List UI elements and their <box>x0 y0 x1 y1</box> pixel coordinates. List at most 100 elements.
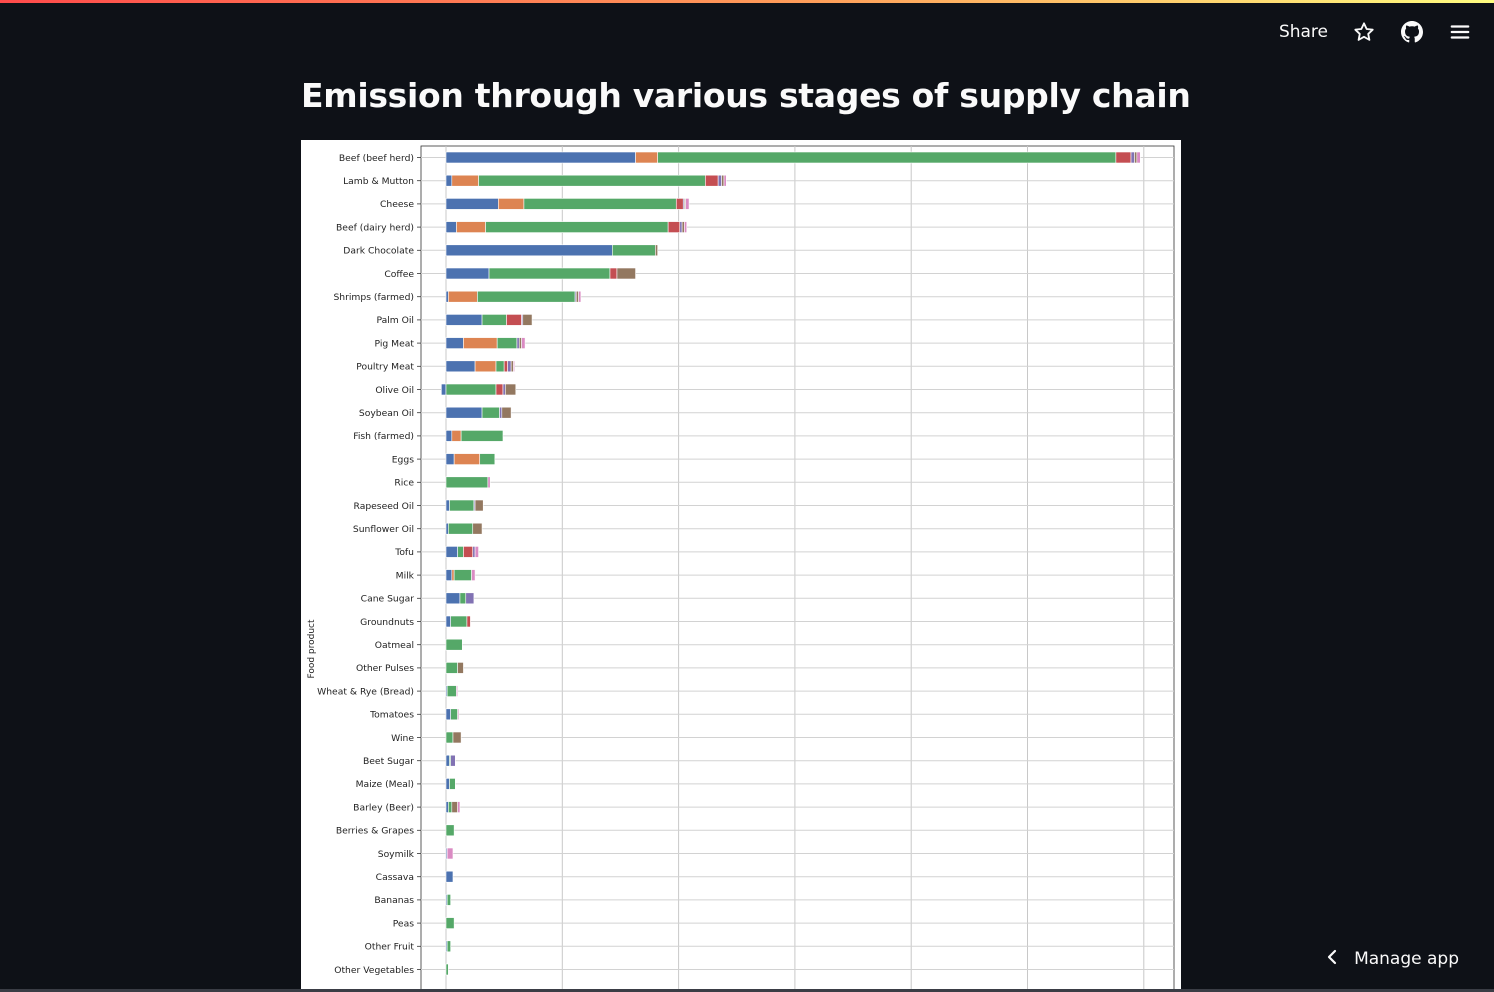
bar-segment <box>451 569 455 581</box>
decoration-top-bar <box>0 0 1494 3</box>
bar-segment <box>510 360 514 373</box>
y-tick-label: Berries & Grapes <box>336 826 414 837</box>
y-tick-label: Sunflower Oil <box>353 524 414 535</box>
y-tick-label: Other Vegetables <box>334 965 414 976</box>
bar-segment <box>501 406 512 419</box>
bar-segment <box>503 360 508 373</box>
y-tick-label: Cheese <box>380 199 414 210</box>
bar-segment <box>1130 151 1135 164</box>
bar-segment <box>578 290 582 303</box>
y-tick-label: Barley (Beer) <box>353 802 414 813</box>
header-toolbar: Share <box>1279 18 1472 46</box>
bar-segment <box>445 267 490 280</box>
bar-segment <box>472 522 483 535</box>
bar-segment <box>681 221 685 233</box>
bar-segment <box>445 870 454 883</box>
bar-segment <box>479 453 496 465</box>
bar-segment <box>655 244 658 257</box>
bar-segment <box>723 174 727 187</box>
bar-segment <box>445 383 497 396</box>
y-tick-label: Tofu <box>394 547 414 558</box>
bar-segment <box>445 453 455 465</box>
bar-segment <box>445 615 451 628</box>
y-tick-label: Cassava <box>376 872 414 883</box>
y-tick-label: Soybean Oil <box>359 408 414 419</box>
bar-segment <box>465 592 475 605</box>
y-tick-label: Peas <box>393 918 414 929</box>
manage-app-button[interactable]: Manage app <box>1326 946 1459 972</box>
y-tick-label: Tomatoes <box>369 710 414 721</box>
chart-container: Beef (beef herd) Lamb & Mutton Cheese Beef … <box>301 140 1181 992</box>
bar-segment <box>487 476 491 489</box>
bar-segment <box>446 847 454 860</box>
y-tick-label: Coffee <box>384 269 414 280</box>
y-tick-label: Groundnuts <box>360 617 414 628</box>
bar-segment <box>445 546 458 558</box>
bar-segment <box>445 917 455 929</box>
bar-segment <box>463 546 474 558</box>
bar-segment <box>445 801 449 813</box>
bar-segment <box>445 778 450 790</box>
bar-segment <box>445 754 450 767</box>
y-tick-label: Wheat & Rye (Bread) <box>317 686 414 697</box>
y-tick-label: Cane Sugar <box>361 594 415 605</box>
bar-segment <box>496 337 518 349</box>
bar-segment <box>445 337 464 349</box>
y-tick-label: Dark Chocolate <box>343 246 414 257</box>
chevron-left-icon <box>1326 949 1338 970</box>
y-tick-label: Beef (dairy herd) <box>336 222 414 233</box>
bar-segment <box>684 221 688 233</box>
y-tick-label: Beef (beef herd) <box>339 153 414 164</box>
bar-segment <box>675 198 684 210</box>
bar-segment <box>450 615 468 628</box>
bar-segment <box>456 685 458 697</box>
bar-segment <box>457 662 464 674</box>
y-tick-label: Milk <box>396 570 415 581</box>
bar-segment <box>477 290 576 303</box>
bar-segment <box>445 430 453 442</box>
bar-segment <box>448 522 474 535</box>
bar-segment <box>445 221 457 233</box>
bar-segment <box>466 615 471 628</box>
bar-segment <box>445 151 636 164</box>
y-tick-label: Other Fruit <box>365 942 415 953</box>
bar-segment <box>616 267 636 280</box>
y-tick-label: Palm Oil <box>376 315 414 326</box>
star-icon[interactable] <box>1352 20 1376 44</box>
bar-segment <box>505 383 517 396</box>
bar-segment <box>445 476 489 489</box>
bottom-divider <box>0 989 1494 992</box>
share-button[interactable]: Share <box>1278 22 1328 42</box>
bar-segment <box>575 290 579 303</box>
bar-segment <box>446 894 451 906</box>
bar-segment <box>445 244 613 257</box>
y-tick-label: Eggs <box>392 454 414 465</box>
y-tick-label: Maize (Meal) <box>356 779 414 790</box>
bar-segment <box>471 569 476 581</box>
bar-segment <box>453 453 481 465</box>
bar-segment <box>445 662 458 674</box>
bar-segment <box>457 546 464 558</box>
bar-segment <box>523 198 677 210</box>
bar-segment <box>657 151 1117 164</box>
bar-segment <box>445 314 483 326</box>
bar-segment <box>488 267 611 280</box>
bar-segment <box>459 592 467 605</box>
github-icon[interactable] <box>1400 20 1424 44</box>
y-tick-label: Bananas <box>374 895 414 906</box>
bar-segment <box>457 801 461 813</box>
bar-segment <box>507 360 512 373</box>
bar-segment <box>451 430 462 442</box>
bar-segment <box>445 290 449 303</box>
bar-segment <box>521 337 526 349</box>
bar-segment <box>502 383 506 396</box>
hamburger-menu-icon[interactable] <box>1448 20 1472 44</box>
bar-segment <box>499 406 503 419</box>
bar-segment <box>445 731 454 744</box>
bar-segment <box>445 406 483 419</box>
bar-segment <box>513 360 515 373</box>
y-tick-label: Fish (farmed) <box>353 431 414 442</box>
bar-segment <box>445 592 461 605</box>
stacked-bar-chart: Beef (beef herd) Lamb & Mutton Cheese Beef … <box>307 145 1175 992</box>
bar-segment <box>449 778 456 790</box>
